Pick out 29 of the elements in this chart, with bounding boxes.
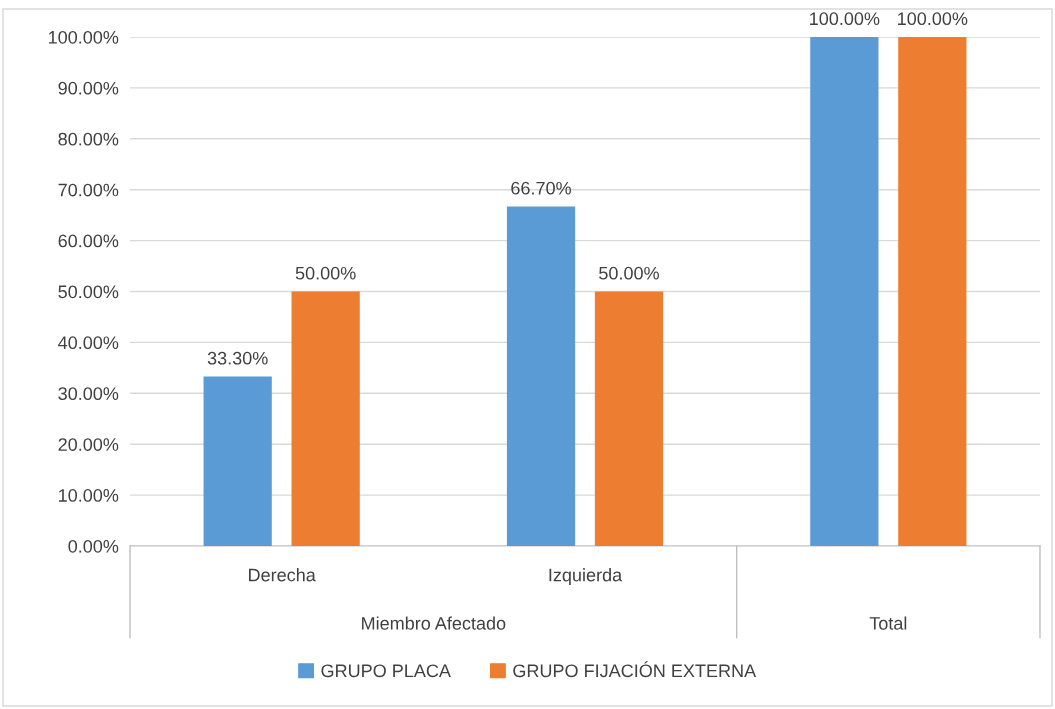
y-tick-label: 80.00% — [58, 132, 119, 146]
y-tick-label: 10.00% — [59, 489, 119, 502]
data-label: 100.00% — [810, 12, 880, 26]
x-tick-label: Derecha — [249, 568, 316, 582]
legend-label: GRUPO PLACA — [321, 664, 451, 678]
x-tick-label: Izquierda — [549, 568, 623, 585]
data-label: 50.00% — [599, 266, 659, 280]
bar — [594, 291, 664, 546]
data-label: 50.00% — [295, 266, 356, 280]
legend-label: GRUPO FIJACIÓN EXTERNA — [513, 661, 757, 678]
text: Total — [869, 616, 907, 630]
bar — [898, 37, 967, 546]
bar — [506, 206, 576, 546]
y-tick-label: 90.00% — [58, 81, 119, 95]
data-label: 66.70% — [511, 181, 571, 195]
y-tick-label: 70.00% — [58, 183, 119, 197]
text: Miembro Afectado — [362, 616, 506, 630]
bar — [203, 376, 272, 546]
y-tick-label: 60.00% — [58, 234, 119, 248]
y-tick-label: 50.00% — [58, 285, 119, 299]
data-label: 33.30% — [207, 351, 268, 365]
y-tick-label: 100.00% — [48, 30, 119, 44]
y-tick-label: 30.00% — [58, 387, 119, 401]
y-tick-label: 0.00% — [68, 539, 119, 553]
bar — [810, 37, 879, 546]
data-label: 100.00% — [898, 12, 968, 26]
bar — [291, 291, 360, 546]
y-tick-label: 20.00% — [58, 438, 119, 451]
y-tick-label: 40.00% — [58, 336, 119, 350]
